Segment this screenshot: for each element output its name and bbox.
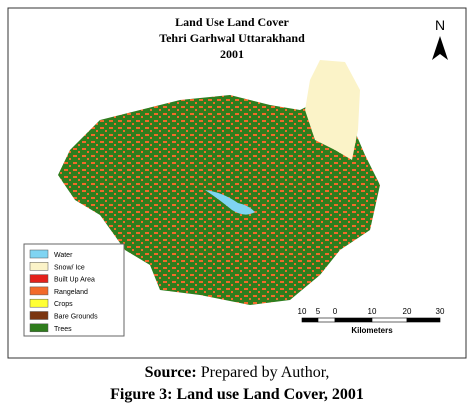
map-year: 2001 <box>220 47 244 61</box>
legend-swatch <box>29 323 49 333</box>
legend-swatch <box>29 298 49 308</box>
scale-unit: Kilometers <box>351 326 393 335</box>
legend-swatch <box>29 274 49 283</box>
legend-label: Built Up Area <box>54 277 95 284</box>
scale-bar: 10 5 0 10 20 30 Kilometers <box>298 307 445 335</box>
scale-label: 10 <box>368 307 377 316</box>
district-land <box>58 95 380 305</box>
figure-caption: Figure 3: Land use Land Cover, 2001 <box>110 386 364 403</box>
scale-segment <box>317 317 336 323</box>
legend-swatch <box>29 311 49 320</box>
scale-label: 10 <box>298 307 307 316</box>
scale-label: 30 <box>436 307 445 316</box>
legend-label: Snow/ Ice <box>54 264 85 271</box>
legend-label: Crops <box>54 301 73 308</box>
legend-label: Water <box>54 252 73 259</box>
north-arrow <box>432 36 448 60</box>
scale-label: 20 <box>403 307 412 316</box>
legend-label: Rangeland <box>54 289 88 296</box>
legend-swatch <box>29 249 49 259</box>
source-label: Source: <box>144 364 197 381</box>
legend-label: Bare Grounds <box>54 314 98 321</box>
reservoir <box>205 190 255 215</box>
snow-region <box>305 60 360 160</box>
scale-segment <box>371 317 408 323</box>
scale-label: 5 <box>316 307 321 316</box>
scale-segment <box>301 317 319 323</box>
legend-swatch <box>29 262 49 271</box>
map: Land Use Land Cover Tehri Garhwal Uttara… <box>7 7 467 359</box>
map-title: Land Use Land Cover <box>175 15 289 29</box>
map-subtitle: Tehri Garhwal Uttarakhand <box>159 31 305 45</box>
legend: Water Snow/ Ice Built Up Area Rangeland Crop… <box>23 243 125 337</box>
source-caption: Source: Prepared by Author, <box>0 364 474 382</box>
scale-label: 0 <box>333 307 338 316</box>
legend-swatch <box>29 286 49 296</box>
legend-label: Trees <box>54 326 72 333</box>
source-text: Prepared by Author, <box>200 364 330 381</box>
scale-segment <box>334 317 373 323</box>
north-label: N <box>435 17 445 33</box>
scale-segment <box>406 317 441 323</box>
